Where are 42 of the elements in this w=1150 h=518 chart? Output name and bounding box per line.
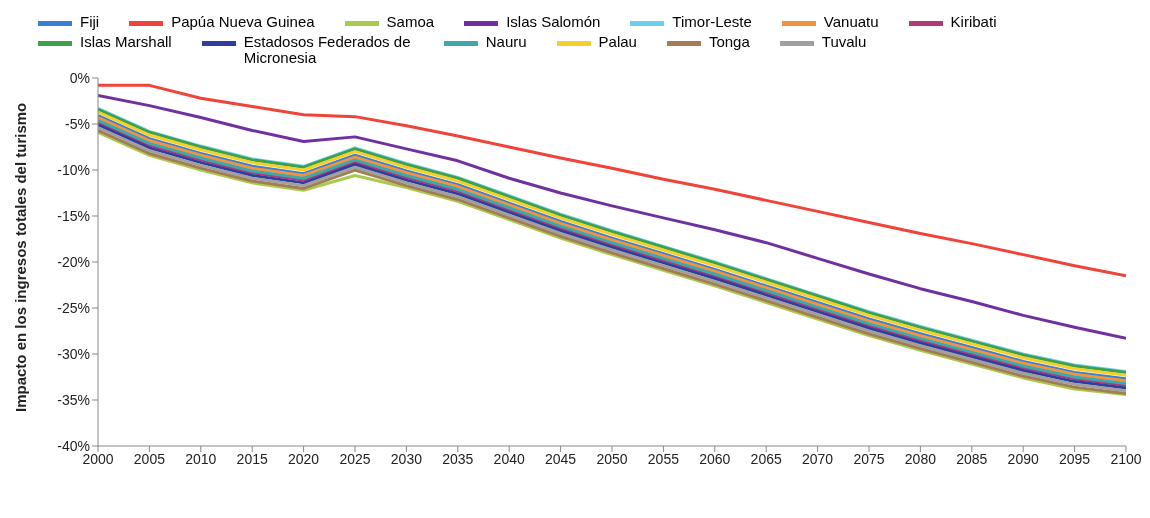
x-tick-label: 2020 [288,450,320,467]
x-tick-label: 2080 [904,450,937,467]
y-tick-label: -30% [57,345,90,362]
x-tick-label: 2085 [956,450,988,467]
legend-label: Tonga [708,33,750,50]
x-tick-label: 2040 [493,450,525,467]
legend-label: Papúa Nueva Guinea [171,13,315,30]
y-tick-label: -10% [57,161,90,178]
legend-label: Islas Salomón [506,13,601,30]
legend-label: Islas Marshall [80,33,172,50]
legend-label: Palau [598,33,637,50]
x-tick-label: 2055 [647,450,680,467]
y-tick-label: -15% [57,207,90,224]
legend-label: Timor-Leste [672,13,752,30]
x-tick-label: 2100 [1110,450,1142,467]
x-tick-label: 2050 [596,450,628,467]
x-tick-label: 2095 [1059,450,1091,467]
x-tick-label: 2070 [802,450,834,467]
y-tick-label: 0% [69,69,90,86]
x-tick-label: 2025 [339,450,371,467]
y-axis-title: Impacto en los ingresos totales del turismo [12,102,30,412]
legend-label: Nauru [485,33,527,50]
x-tick-label: 2035 [442,450,474,467]
y-tick-label: -20% [57,253,90,270]
y-tick-label: -5% [65,115,90,132]
x-tick-label: 2060 [699,450,731,467]
y-tick-label: -25% [57,299,90,316]
x-tick-label: 2015 [236,450,268,467]
legend-label: Tuvalu [821,33,867,50]
x-tick-label: 2065 [750,450,782,467]
legend-label: Samoa [386,13,435,30]
x-tick-label: 2075 [853,450,885,467]
legend-label: Fiji [80,13,100,30]
x-tick-label: 2005 [133,450,166,467]
legend-label: Vanuatu [823,13,879,30]
x-tick-label: 2030 [390,450,423,467]
x-tick-label: 2010 [185,450,217,467]
x-tick-label: 2090 [1007,450,1039,467]
x-tick-label: 2045 [545,450,577,467]
legend-label: Kiribati [950,13,997,30]
y-tick-label: -35% [57,391,90,408]
legend-label: Estadosos Federados de Micronesia [243,33,412,66]
